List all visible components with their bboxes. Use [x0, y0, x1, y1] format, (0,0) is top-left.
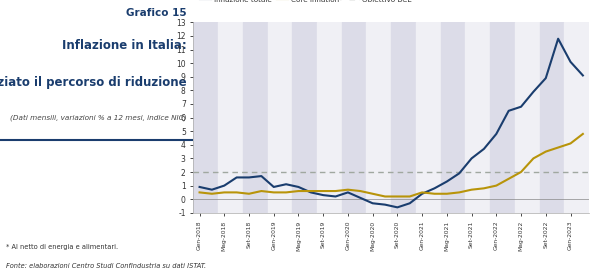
Bar: [490, 22, 515, 213]
Bar: [515, 22, 540, 213]
Bar: [465, 22, 490, 213]
Bar: [367, 22, 392, 213]
Bar: [416, 22, 441, 213]
Text: Grafico 15: Grafico 15: [126, 8, 187, 18]
Legend: Inflazione totale, Core inflation*, Obiettivo BCE: Inflazione totale, Core inflation*, Obie…: [197, 0, 415, 6]
Bar: [564, 22, 589, 213]
Bar: [441, 22, 465, 213]
Bar: [292, 22, 317, 213]
Bar: [243, 22, 268, 213]
Text: iniziato il percorso di riduzione: iniziato il percorso di riduzione: [0, 76, 187, 88]
Bar: [268, 22, 292, 213]
Bar: [342, 22, 367, 213]
Bar: [193, 22, 218, 213]
Bar: [392, 22, 416, 213]
Bar: [540, 22, 564, 213]
Text: * Al netto di energia e alimentari.: * Al netto di energia e alimentari.: [6, 244, 118, 249]
Bar: [218, 22, 243, 213]
Text: Fonte: elaborazioni Centro Studi Confindustria su dati ISTAT.: Fonte: elaborazioni Centro Studi Confind…: [6, 263, 206, 269]
Text: (Dati mensili, variazioni % a 12 mesi, indice NIC): (Dati mensili, variazioni % a 12 mesi, i…: [10, 115, 187, 122]
Bar: [317, 22, 342, 213]
Text: Inflazione in Italia:: Inflazione in Italia:: [62, 39, 187, 52]
